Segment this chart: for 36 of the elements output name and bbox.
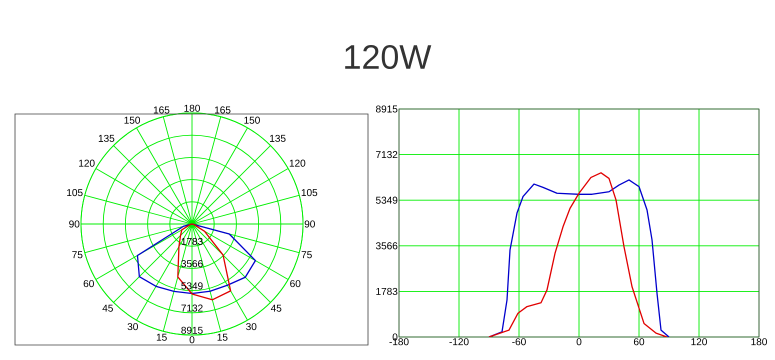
spoke-label: 150 — [124, 116, 140, 124]
spoke-label: 165 — [154, 106, 170, 114]
spoke-label: 30 — [128, 323, 138, 330]
y-tick-label: 5349 — [376, 196, 398, 204]
y-tick-label: 3566 — [376, 242, 398, 250]
x-tick-label: 180 — [751, 338, 767, 346]
y-tick-label: 7132 — [376, 151, 398, 158]
spoke-label: 75 — [72, 251, 82, 258]
spoke-label: 60 — [290, 280, 300, 288]
x-tick-label: 60 — [634, 338, 644, 346]
x-tick-label: -180 — [389, 338, 409, 346]
spoke-label: 165 — [214, 106, 230, 114]
spoke-label: 45 — [270, 304, 282, 312]
spoke-label: 45 — [102, 304, 113, 312]
spoke-label: 15 — [156, 334, 167, 341]
y-tick-label: 8915 — [376, 105, 398, 113]
spoke-label: 90 — [304, 220, 315, 228]
spoke-label: 135 — [270, 134, 286, 142]
spoke-label: 60 — [84, 280, 94, 288]
x-tick-label: 120 — [691, 338, 707, 346]
spoke-label: 120 — [290, 160, 306, 167]
spoke-label: 120 — [79, 160, 95, 167]
x-tick-label: 0 — [576, 338, 582, 346]
y-tick-label: 1783 — [376, 288, 398, 295]
spoke-label: 15 — [218, 334, 228, 341]
spoke-label: 105 — [67, 189, 83, 196]
spoke-label: 150 — [244, 116, 260, 124]
spoke-label: 75 — [302, 251, 312, 258]
text: 120W — [345, 44, 432, 70]
spoke-label: 90 — [69, 220, 80, 228]
spoke-label: 180 — [184, 104, 200, 112]
spoke-label: 30 — [246, 323, 256, 330]
x-tick-label: -120 — [449, 338, 469, 346]
spoke-label: 105 — [302, 189, 318, 196]
spoke-label: 135 — [98, 134, 114, 142]
x-tick-label: -60 — [512, 338, 526, 346]
